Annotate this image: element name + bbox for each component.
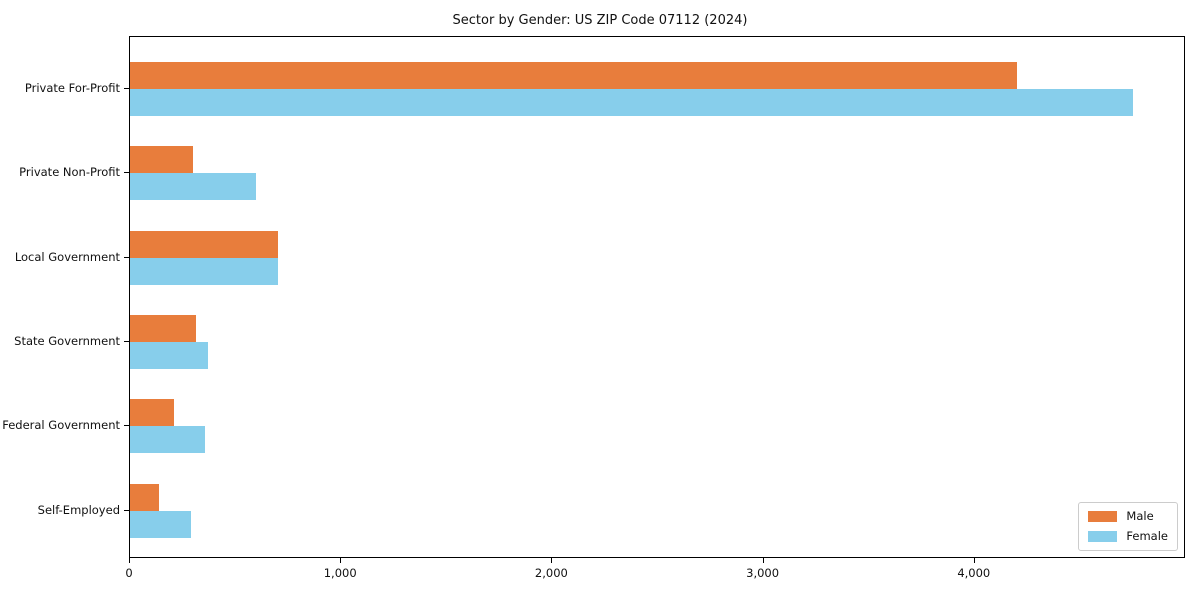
bar-female-lower bbox=[130, 173, 256, 201]
bar-male-upper bbox=[130, 230, 278, 258]
x-tick-mark bbox=[129, 558, 130, 563]
bar-female-lower bbox=[130, 257, 278, 285]
x-tick-mark bbox=[973, 558, 975, 563]
y-tick-mark bbox=[124, 509, 129, 511]
y-tick-label: Private Non-Profit bbox=[19, 165, 120, 180]
bar-female-lower bbox=[130, 426, 205, 454]
legend-swatch-male bbox=[1088, 511, 1118, 522]
bar-male-upper bbox=[130, 62, 1017, 89]
y-tick-mark bbox=[124, 88, 129, 89]
bar-male-upper bbox=[130, 399, 175, 427]
bar-female-lower bbox=[130, 89, 1134, 116]
x-tick-mark bbox=[762, 558, 764, 563]
y-tick-label: Federal Government bbox=[2, 418, 120, 433]
y-tick-label: State Government bbox=[14, 333, 120, 348]
x-tick-label: 0 bbox=[125, 566, 133, 580]
legend-label: Female bbox=[1126, 529, 1168, 543]
x-tick-label: 3,000 bbox=[746, 566, 780, 580]
y-tick-mark bbox=[124, 256, 129, 258]
x-tick-mark bbox=[340, 558, 342, 563]
legend-label: Male bbox=[1126, 509, 1154, 523]
bar-female-lower bbox=[130, 341, 209, 369]
bar-female-lower bbox=[130, 510, 192, 538]
y-tick-mark bbox=[124, 172, 129, 174]
chart-title: Sector by Gender: US ZIP Code 07112 (202… bbox=[452, 13, 748, 28]
legend-item-female: Female bbox=[1088, 530, 1168, 543]
y-tick-label: Self-Employed bbox=[37, 502, 120, 517]
bar-male-upper bbox=[130, 314, 196, 342]
bar-male-upper bbox=[130, 146, 194, 174]
bar-male-upper bbox=[130, 483, 159, 511]
legend: Male Female bbox=[1078, 502, 1178, 551]
y-tick-label: Private For-Profit bbox=[24, 81, 120, 95]
legend-swatch-female bbox=[1088, 531, 1118, 542]
x-tick-mark bbox=[551, 558, 553, 563]
y-tick-mark bbox=[124, 340, 129, 342]
x-tick-label: 4,000 bbox=[957, 566, 991, 580]
y-tick-mark bbox=[124, 425, 129, 427]
x-tick-label: 1,000 bbox=[323, 566, 357, 580]
y-tick-label: Local Government bbox=[14, 249, 120, 264]
x-tick-label: 2,000 bbox=[534, 566, 568, 580]
legend-item-male: Male bbox=[1088, 510, 1168, 523]
plot-area: Male Female bbox=[129, 36, 1185, 558]
